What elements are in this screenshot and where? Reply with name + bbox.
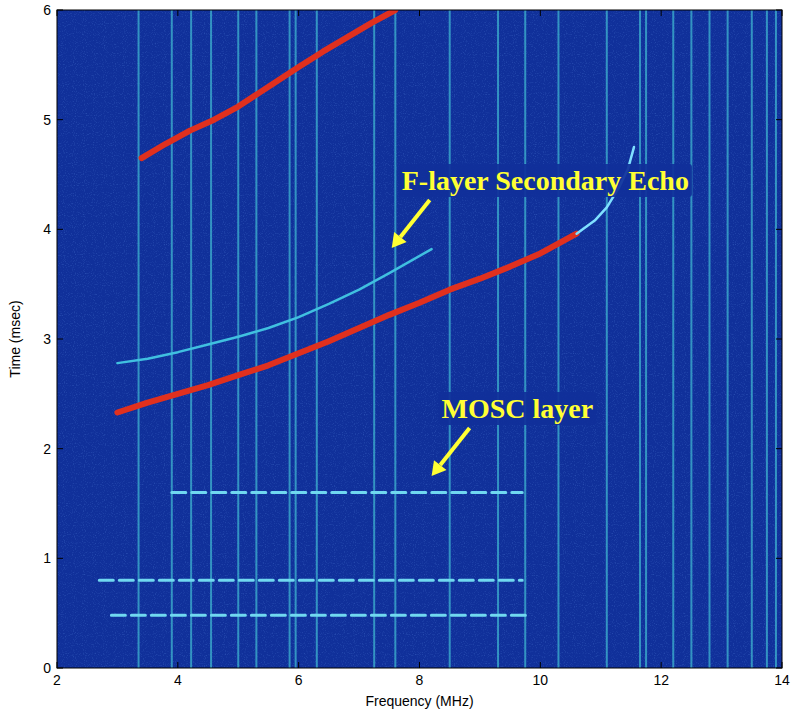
annotation-patch [399, 164, 692, 197]
x-tick-label: 6 [295, 672, 303, 688]
x-tick [298, 10, 299, 16]
plot-area [99, 10, 776, 668]
y-tick [57, 229, 63, 230]
x-tick [298, 662, 299, 668]
y-tick-label: 2 [43, 441, 51, 457]
y-tick [57, 448, 63, 449]
plot-background [57, 10, 782, 668]
x-tick-label: 14 [774, 672, 790, 688]
plot-frame [57, 10, 782, 668]
y-tick [57, 119, 63, 120]
interference-line [171, 10, 173, 668]
y-tick-label: 0 [43, 660, 51, 676]
x-tick [419, 10, 420, 16]
trace [142, 10, 396, 158]
interference-line [295, 10, 297, 668]
chart: 24681012140123456Frequency (MHz)Time (ms… [0, 0, 800, 721]
annotation-text: MOSC layer [442, 393, 594, 424]
x-tick [57, 10, 58, 16]
interference-line [210, 10, 212, 668]
y-tick [57, 668, 63, 669]
y-tick [57, 339, 63, 340]
trace [111, 614, 528, 617]
x-tick [419, 662, 420, 668]
annotation-arrow [440, 428, 469, 465]
interference-line [645, 10, 647, 668]
y-tick [776, 339, 782, 340]
interference-line [690, 10, 692, 668]
y-axis-title: Time (msec) [7, 300, 23, 377]
x-tick [782, 10, 783, 16]
interference-line [672, 10, 674, 668]
interference-line [289, 10, 291, 668]
y-tick-label: 6 [43, 2, 51, 18]
y-tick-label: 1 [43, 550, 51, 566]
annotation-arrowhead [392, 232, 407, 248]
y-tick [776, 558, 782, 559]
trace [117, 249, 431, 363]
x-tick [782, 662, 783, 668]
annotation-patch [439, 392, 597, 425]
trace [172, 491, 522, 494]
interference-line [766, 10, 768, 668]
y-tick [57, 558, 63, 559]
x-tick-label: 4 [174, 672, 182, 688]
interference-line [394, 10, 396, 668]
y-tick [776, 668, 782, 669]
annotation: F-layer Secondary Echo [392, 164, 692, 248]
x-tick-label: 12 [653, 672, 669, 688]
x-tick [661, 662, 662, 668]
annotation-arrowhead [432, 460, 447, 476]
annotation-text: F-layer Secondary Echo [402, 165, 689, 196]
x-tick [57, 662, 58, 668]
trace [117, 234, 576, 413]
x-tick-label: 8 [416, 672, 424, 688]
y-tick [776, 119, 782, 120]
interference-line [606, 10, 608, 668]
interference-line [639, 10, 641, 668]
x-tick [177, 10, 178, 16]
x-tick-label: 2 [53, 672, 61, 688]
y-tick-label: 3 [43, 331, 51, 347]
x-tick [540, 10, 541, 16]
interference-line [751, 10, 753, 668]
x-tick [177, 662, 178, 668]
annotation: MOSC layer [432, 392, 597, 476]
trace [99, 579, 522, 582]
interference-line [373, 10, 375, 668]
interference-line [727, 10, 729, 668]
interference-line [316, 10, 318, 668]
y-tick-label: 5 [43, 112, 51, 128]
interference-line [190, 10, 192, 668]
interference-line [557, 10, 559, 668]
interference-line [524, 10, 526, 668]
y-tick-label: 4 [43, 221, 51, 237]
y-tick [776, 229, 782, 230]
annotation-arrow [400, 200, 429, 237]
y-tick [776, 448, 782, 449]
x-tick [661, 10, 662, 16]
x-axis-title: Frequency (MHz) [365, 693, 473, 709]
interference-line [138, 10, 140, 668]
x-tick-label: 10 [533, 672, 549, 688]
interference-line [449, 10, 451, 668]
y-tick [776, 10, 782, 11]
y-tick [57, 10, 63, 11]
interference-line [255, 10, 257, 668]
plot-noise [57, 10, 782, 668]
x-tick [540, 662, 541, 668]
interference-line [497, 10, 499, 668]
interference-line [709, 10, 711, 668]
